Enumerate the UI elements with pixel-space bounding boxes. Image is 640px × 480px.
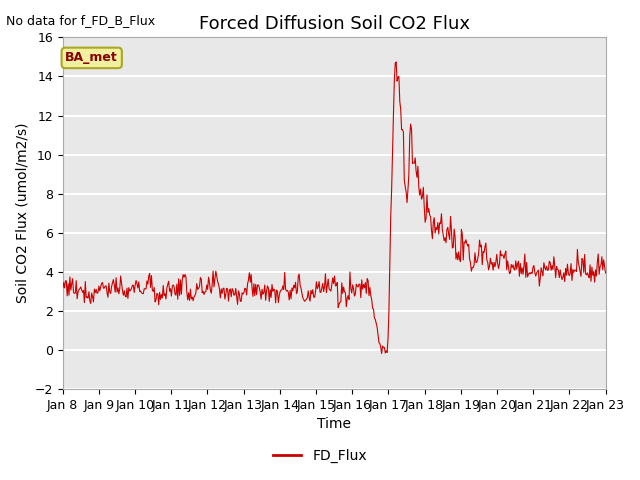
X-axis label: Time: Time [317,418,351,432]
Y-axis label: Soil CO2 Flux (umol/m2/s): Soil CO2 Flux (umol/m2/s) [15,123,29,303]
Title: Forced Diffusion Soil CO2 Flux: Forced Diffusion Soil CO2 Flux [198,15,470,33]
Legend: FD_Flux: FD_Flux [268,443,372,468]
Text: No data for f_FD_B_Flux: No data for f_FD_B_Flux [6,14,156,27]
Text: BA_met: BA_met [65,51,118,64]
